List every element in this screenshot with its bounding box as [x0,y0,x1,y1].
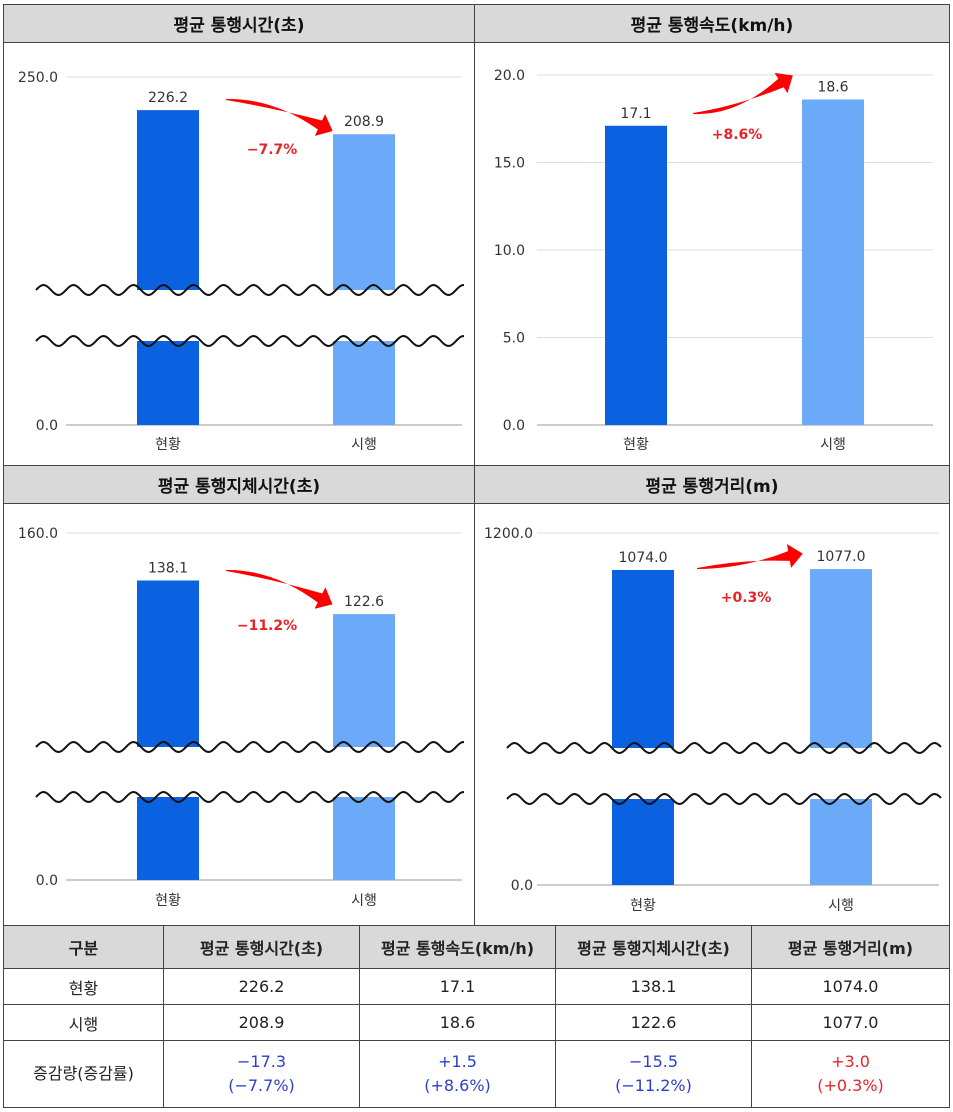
change-cell: −15.5 (−11.2%) [555,1040,752,1108]
change-arrow-icon [693,72,793,115]
axis-break-line [35,791,465,803]
category-label: 시행 [351,893,377,909]
table-row-change: 증감량(증감률) −17.3 (−7.7%) +1.5 (+8.6%) −15.… [3,1040,950,1108]
tick-label: 1200.0 [484,526,533,542]
bar-current [137,110,199,425]
bar-current [612,569,674,885]
category-label: 시행 [351,437,377,453]
table-header-cell: 평균 통행시간(초) [163,925,360,969]
axis-break-band [507,748,941,799]
table-cell: 226.2 [163,968,360,1005]
change-amount: +3.0 [831,1052,870,1071]
chart-panel-travel-distance: 평균 통행거리(m) 1200.0 0.0 1074.0 현황 1077.0 시행 +0.3… [474,465,950,926]
tick-label: 20.0 [494,68,525,84]
table-cell: 208.9 [163,1004,360,1041]
axis-break-band [36,290,464,341]
chart-panel-travel-speed: 평균 통행속도(km/h) 20.0 15.0 10.0 5.0 0.0 17.1 현황 18… [474,4,950,466]
table-cell: 현황 [3,968,164,1005]
tick-label: 15.0 [494,156,525,172]
bar-chart-delay-time: 160.0 0.0 138.1 현황 122.6 시행 −11.2% [18,526,465,909]
chart-title: 평균 통행거리(m) [475,466,949,504]
category-label: 현황 [623,437,649,453]
table-header-cell: 구분 [3,925,164,969]
change-amount: +1.5 [438,1052,477,1071]
change-cell: −17.3 (−7.7%) [163,1040,360,1108]
tick-label: 250.0 [18,70,58,86]
axis-break-line [35,741,465,753]
axis-break-line [506,742,942,754]
category-label: 시행 [820,437,846,453]
table-cell: 18.6 [359,1004,556,1041]
table-cell: 17.1 [359,968,556,1005]
table-header-cell: 평균 통행속도(km/h) [359,925,556,969]
axis-break-line [35,335,465,347]
table-cell: 138.1 [555,968,752,1005]
tick-label: 160.0 [18,526,58,542]
axis-break-line [506,793,942,805]
change-arrow-icon [226,569,333,609]
table-cell: 1077.0 [751,1004,950,1041]
change-rate: (+8.6%) [424,1076,491,1095]
tick-label: 0.0 [36,873,58,889]
change-cell: +3.0 (+0.3%) [751,1040,950,1108]
bar-current [137,580,199,880]
tick-label: 0.0 [511,878,533,894]
tick-label: 5.0 [503,331,525,347]
tick-label: 0.0 [503,418,525,434]
category-label: 현황 [155,437,181,453]
table-cell: 1074.0 [751,968,950,1005]
tick-label: 0.0 [36,418,58,434]
table-cell: 시행 [3,1004,164,1041]
bar-trial [333,134,395,426]
table-cell: 122.6 [555,1004,752,1041]
axis-break-line [35,284,465,296]
chart-title: 평균 통행지체시간(초) [4,466,474,504]
data-label: 17.1 [620,106,651,122]
bar-trial [810,569,872,885]
table-header-cell: 평균 통행거리(m) [751,925,950,969]
category-label: 현황 [630,898,656,914]
data-label: 1074.0 [619,550,668,566]
axis-break-band [36,747,464,797]
bar-chart-travel-speed: 20.0 15.0 10.0 5.0 0.0 17.1 현황 18.6 시행 +8.6% [494,68,933,453]
change-label: −11.2% [237,618,297,634]
change-amount: −15.5 [628,1052,679,1071]
summary-table: 구분 평균 통행시간(초) 평균 통행속도(km/h) 평균 통행지체시간(초)… [3,925,950,1108]
table-header-cell: 평균 통행지체시간(초) [555,925,752,969]
table-row: 시행 208.9 18.6 122.6 1077.0 [3,1004,950,1041]
bar-trial [802,99,864,425]
category-label: 현황 [155,893,181,909]
bar-chart-travel-time: 250.0 0.0 226.2 현황 208.9 시행 −7.7% [18,70,465,453]
table-row: 현황 226.2 17.1 138.1 1074.0 [3,968,950,1005]
chart-title: 평균 통행속도(km/h) [475,5,949,43]
change-amount: −17.3 [236,1052,287,1071]
change-label: +8.6% [712,127,763,143]
category-label: 시행 [828,898,854,914]
bar-current [605,125,667,425]
change-rate: (−11.2%) [615,1076,692,1095]
bar-chart-travel-distance: 1200.0 0.0 1074.0 현황 1077.0 시행 +0.3% [484,526,942,914]
tick-label: 10.0 [494,243,525,259]
change-cell: +1.5 (+8.6%) [359,1040,556,1108]
change-rate: (−7.7%) [228,1076,295,1095]
data-label: 138.1 [148,560,188,576]
change-label: +0.3% [721,590,772,606]
change-arrow-icon [697,544,803,569]
data-label: 208.9 [344,114,384,130]
chart-title: 평균 통행시간(초) [4,5,474,43]
chart-panel-delay-time: 평균 통행지체시간(초) 160.0 0.0 138.1 현황 122.6 시행 −11.2… [3,465,475,926]
change-rate: (+0.3%) [817,1076,884,1095]
change-arrow-icon [226,98,333,136]
data-label: 1077.0 [817,549,866,565]
data-label: 18.6 [817,80,848,96]
table-cell: 증감량(증감률) [3,1040,164,1108]
chart-panel-travel-time: 평균 통행시간(초) 250.0 0.0 226.2 현황 208.9 시행 −7.7% [3,4,475,466]
change-label: −7.7% [247,142,298,158]
data-label: 226.2 [148,90,188,106]
table-header-row: 구분 평균 통행시간(초) 평균 통행속도(km/h) 평균 통행지체시간(초)… [3,925,950,969]
data-label: 122.6 [344,594,384,610]
